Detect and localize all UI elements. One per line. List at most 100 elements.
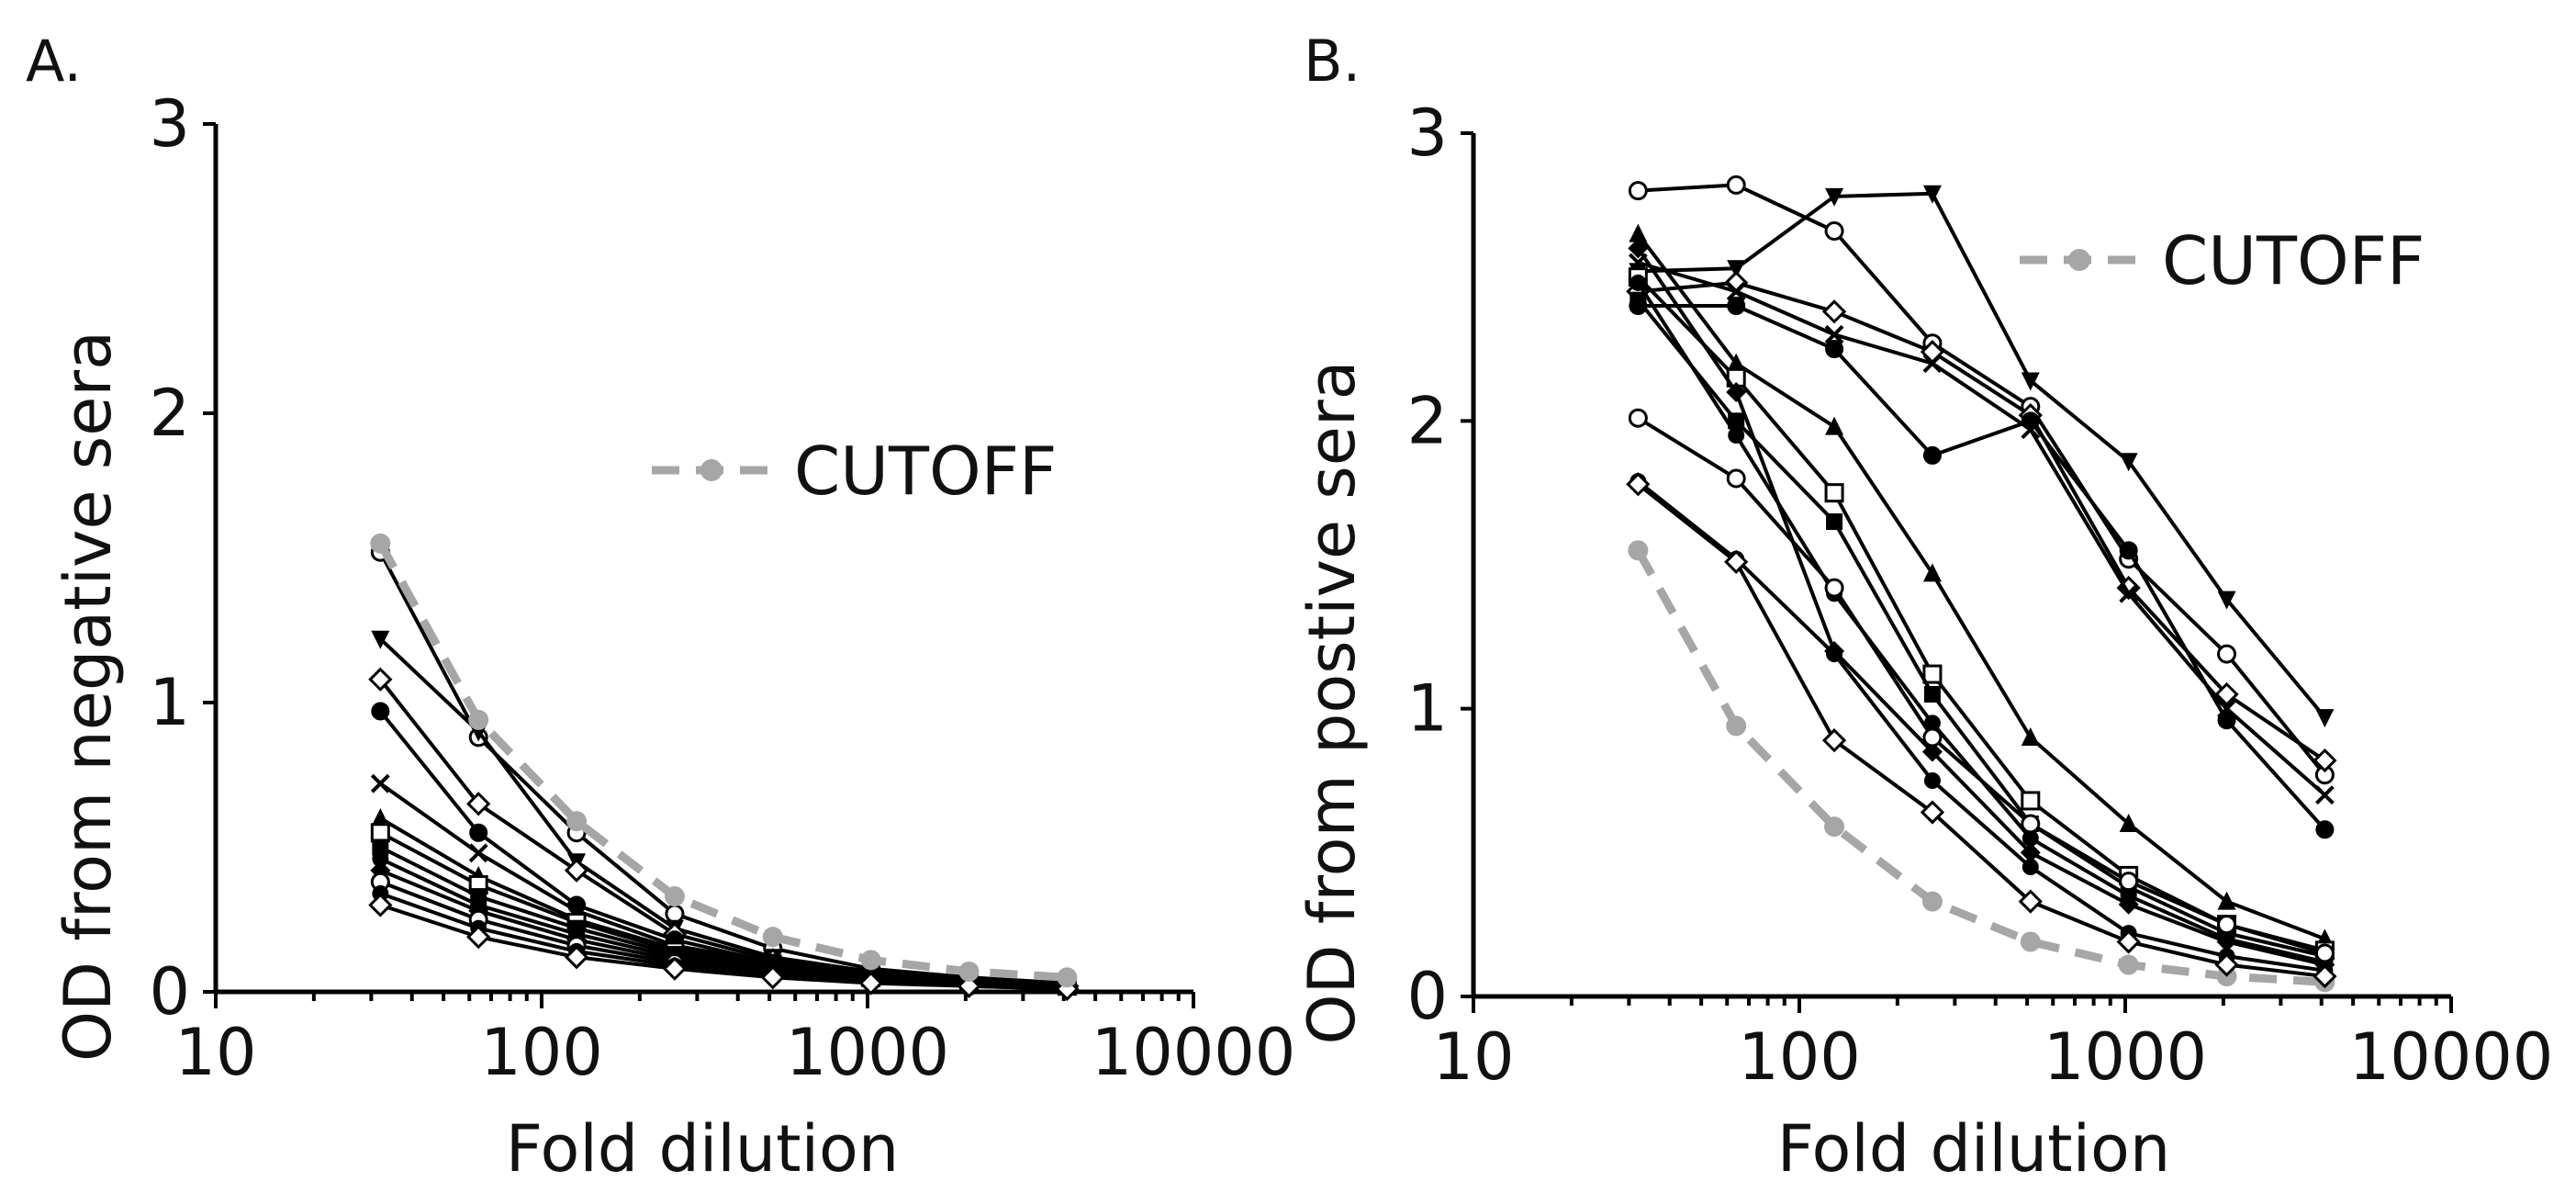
panel-label-a: A. bbox=[26, 28, 82, 95]
series-point-a-13 bbox=[858, 971, 883, 996]
plot-area-b: 0 1 2 3 10 100 1000 10000 CUTOFF bbox=[1406, 96, 2553, 1095]
series-point-b-13 bbox=[1724, 549, 1749, 574]
series-point-b-6 bbox=[2217, 891, 2236, 910]
cutoff-point-a bbox=[958, 961, 980, 982]
cutoff-point-b bbox=[1824, 816, 1845, 838]
series-point-b-8 bbox=[1630, 291, 1647, 309]
series-point-a-3 bbox=[466, 792, 491, 816]
cutoff-point-a bbox=[370, 533, 391, 554]
panel-label-b: B. bbox=[1304, 28, 1361, 95]
panel-b: B. OD from postive sera Fold dilution 01… bbox=[1294, 28, 2553, 1187]
series-point-b-5 bbox=[1824, 324, 1844, 344]
series-point-a-8 bbox=[372, 838, 389, 856]
series-point-a-7 bbox=[370, 823, 390, 843]
series-point-b-2 bbox=[1922, 185, 1942, 204]
series-point-a-13 bbox=[957, 973, 981, 998]
series-point-a-6 bbox=[371, 808, 390, 827]
series-point-a-4 bbox=[371, 702, 390, 721]
series-point-b-13 bbox=[1920, 800, 1945, 825]
series-line-a-4 bbox=[378, 710, 1068, 988]
series-point-b-13 bbox=[2018, 889, 2043, 914]
series-point-a-3 bbox=[564, 858, 589, 883]
series-point-b-2 bbox=[1825, 187, 1844, 207]
x-tick-label-a: 1000 bbox=[786, 1015, 949, 1090]
series-point-b-11 bbox=[1922, 727, 1943, 748]
series-point-b-6 bbox=[1825, 416, 1844, 435]
series-point-b-4 bbox=[2315, 820, 2335, 839]
series-line-a-10 bbox=[379, 868, 1068, 988]
series-point-b-6 bbox=[1922, 563, 1942, 582]
series-point-b-8 bbox=[1826, 513, 1843, 530]
series-point-b-4 bbox=[2119, 541, 2138, 560]
series-point-a-13 bbox=[466, 925, 491, 950]
series-point-b-1 bbox=[1628, 181, 1648, 201]
legend-b: CUTOFF bbox=[2020, 222, 2425, 299]
series-point-b-4 bbox=[2217, 711, 2236, 730]
series-point-b-2 bbox=[2217, 591, 2236, 610]
series-point-a-4 bbox=[469, 823, 488, 842]
series-point-b-13 bbox=[2214, 952, 2239, 977]
series-point-b-1 bbox=[2217, 644, 2237, 664]
series-line-b-11 bbox=[1637, 416, 2325, 955]
series-point-b-12 bbox=[1923, 772, 1941, 789]
series-point-b-1 bbox=[1824, 221, 1844, 242]
cutoff-line-b bbox=[1634, 548, 2325, 986]
series-point-b-12 bbox=[2022, 859, 2039, 875]
series-point-b-13 bbox=[1626, 472, 1651, 497]
series-point-a-1 bbox=[665, 904, 685, 924]
series-point-b-2 bbox=[1727, 260, 1746, 279]
series-point-b-8 bbox=[1923, 686, 1941, 703]
series-line-b-6 bbox=[1636, 232, 2326, 941]
series-point-b-5 bbox=[1726, 281, 1746, 301]
y-tick-label-b: 1 bbox=[1406, 671, 1448, 747]
y-tick-label-a: 1 bbox=[149, 665, 190, 740]
series-point-b-9 bbox=[2022, 829, 2039, 847]
series-point-b-5 bbox=[2314, 785, 2335, 805]
x-tick-label-b: 100 bbox=[1738, 1019, 1861, 1095]
series-point-b-4 bbox=[1922, 445, 1942, 465]
series-point-b-5 bbox=[1922, 354, 1943, 374]
series-point-a-13 bbox=[564, 945, 589, 970]
series-point-b-11 bbox=[1824, 578, 1844, 598]
series-line-b-5 bbox=[1637, 261, 2326, 797]
series-point-b-4 bbox=[1727, 297, 1746, 315]
series-line-b-1 bbox=[1638, 183, 2326, 776]
x-axis-title-b: Fold dilution bbox=[1777, 1111, 2171, 1187]
series-line-b-12 bbox=[1637, 479, 2325, 973]
x-tick-label-b: 10 bbox=[1432, 1019, 1514, 1095]
y-tick-label-a: 2 bbox=[149, 376, 190, 451]
cutoff-point-b bbox=[1726, 715, 1747, 737]
series-point-b-7 bbox=[2021, 791, 2041, 811]
series-point-b-6 bbox=[2119, 814, 2138, 832]
series-point-b-11 bbox=[2021, 814, 2041, 834]
y-tick-label-b: 2 bbox=[1406, 383, 1448, 458]
series-point-b-11 bbox=[2119, 872, 2139, 892]
cutoff-point-a bbox=[762, 927, 783, 948]
series-point-b-10 bbox=[2216, 931, 2237, 952]
series-point-b-11 bbox=[2217, 915, 2237, 935]
series-point-b-2 bbox=[2119, 453, 2138, 472]
series-point-a-9 bbox=[372, 850, 389, 868]
series-point-b-9 bbox=[1923, 715, 1941, 732]
series-point-b-12 bbox=[1826, 646, 1843, 663]
series-point-b-2 bbox=[2315, 709, 2335, 728]
series-point-a-13 bbox=[760, 965, 785, 990]
series-point-b-3 bbox=[1821, 299, 1847, 324]
series-point-b-10 bbox=[2020, 842, 2041, 863]
series-line-b-3 bbox=[1638, 280, 2326, 762]
series-line-b-13 bbox=[1637, 482, 2325, 979]
series-point-b-13 bbox=[2313, 963, 2337, 989]
x-tick-label-a: 10000 bbox=[1092, 1015, 1296, 1090]
cutoff-point-b bbox=[2118, 954, 2139, 975]
series-point-b-10 bbox=[2118, 894, 2139, 915]
series-point-b-13 bbox=[1821, 728, 1847, 753]
cutoff-point-a bbox=[860, 950, 881, 971]
legend-swatch-marker-b bbox=[2068, 249, 2090, 271]
series-point-b-10 bbox=[1628, 238, 1649, 259]
cutoff-point-a bbox=[1057, 967, 1078, 988]
x-tick-label-a: 100 bbox=[480, 1015, 603, 1090]
cutoff-point-b bbox=[1921, 891, 1943, 912]
series-line-b-2 bbox=[1638, 191, 2326, 719]
series-line-b-10 bbox=[1636, 247, 2325, 967]
cutoff-line-a bbox=[376, 541, 1068, 982]
